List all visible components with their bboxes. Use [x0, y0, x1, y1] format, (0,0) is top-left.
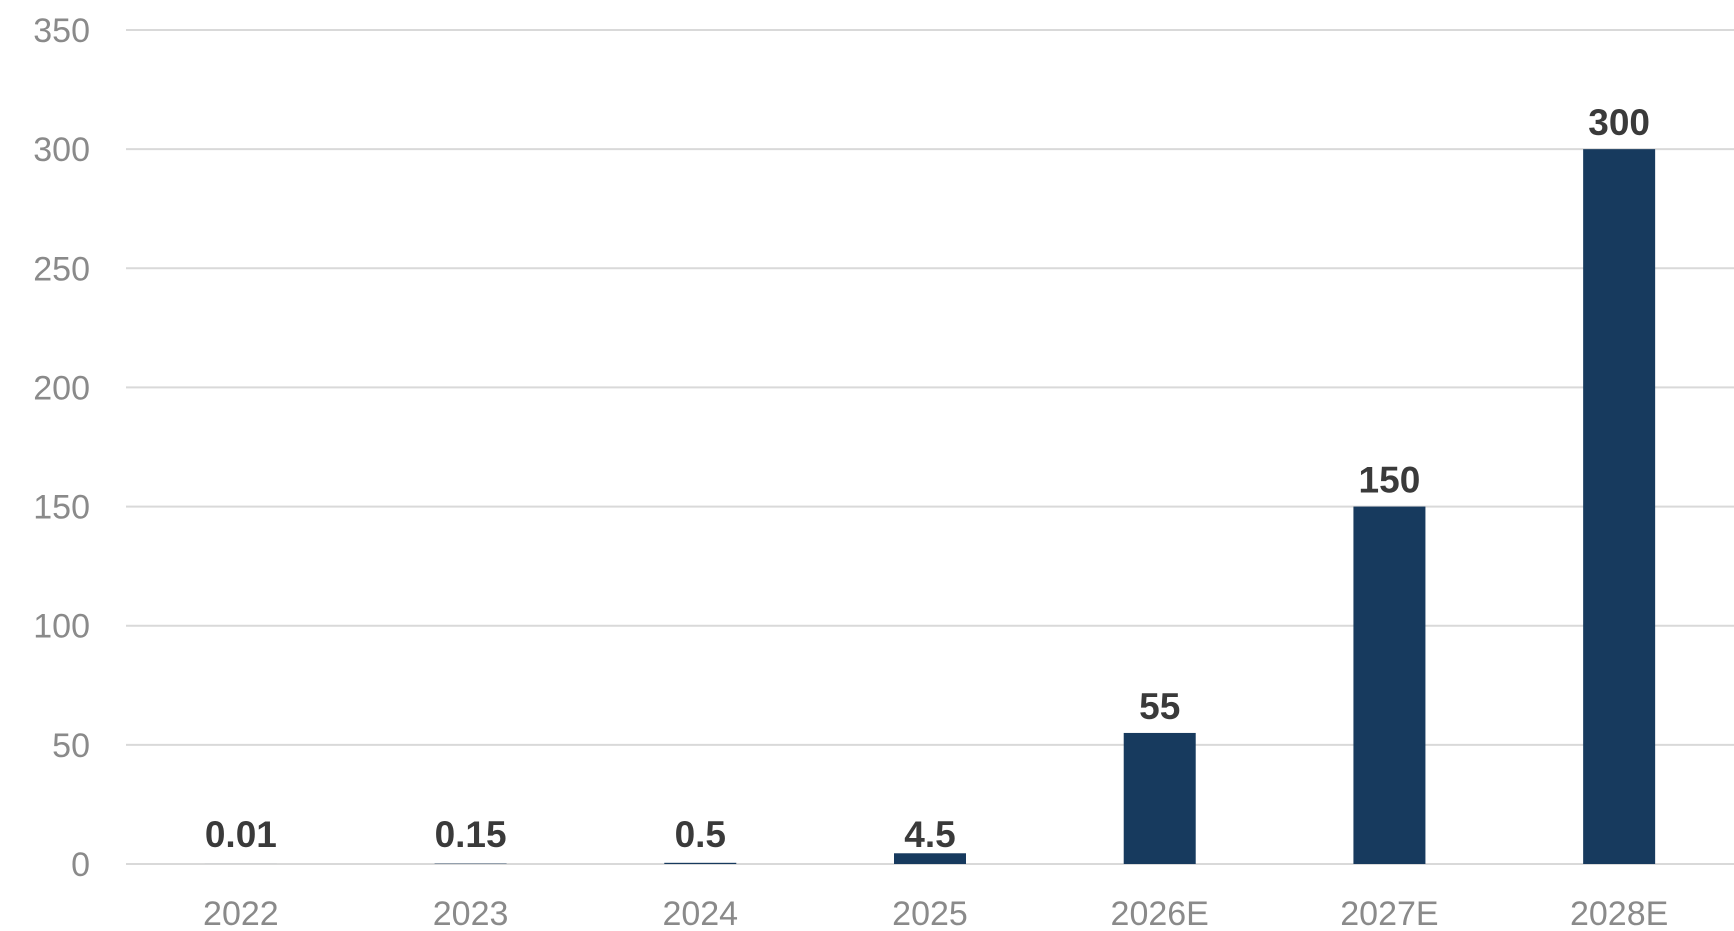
y-axis-tick-labels: 0 50 100 150 200 250 300 350: [33, 12, 90, 884]
data-label: 300: [1588, 102, 1650, 143]
data-label: 150: [1359, 460, 1421, 501]
data-label: 4.5: [904, 814, 955, 855]
gridlines: [126, 29, 1734, 865]
data-label: 55: [1139, 686, 1180, 727]
bar: [1123, 732, 1196, 864]
y-tick-label: 200: [33, 369, 90, 407]
data-label: 0.5: [675, 814, 726, 855]
bar: [664, 862, 737, 864]
bar: [1353, 506, 1426, 864]
x-axis-tick-labels: 2022 2023 2024 2025 2026E 2027E 2028E: [203, 895, 1668, 931]
bars: [204, 149, 1656, 865]
x-tick-label: 2025: [892, 895, 968, 931]
y-tick-label: 350: [33, 12, 90, 50]
x-tick-label: 2023: [433, 895, 509, 931]
data-labels: 0.01 0.15 0.5 4.5 55 150 300: [205, 102, 1650, 855]
x-tick-label: 2024: [662, 895, 738, 931]
y-tick-label: 50: [52, 727, 90, 765]
bar: [894, 853, 966, 864]
y-tick-label: 100: [33, 608, 90, 646]
y-tick-label: 150: [33, 489, 90, 527]
data-label: 0.15: [435, 814, 507, 855]
y-tick-label: 250: [33, 250, 90, 288]
x-tick-label: 2026E: [1111, 895, 1209, 931]
y-tick-label: 300: [33, 131, 90, 169]
x-tick-label: 2028E: [1570, 895, 1668, 931]
bar: [1583, 149, 1656, 865]
y-tick-label: 0: [71, 846, 90, 884]
x-tick-label: 2022: [203, 895, 279, 931]
x-tick-label: 2027E: [1340, 895, 1438, 931]
data-label: 0.01: [205, 814, 277, 855]
